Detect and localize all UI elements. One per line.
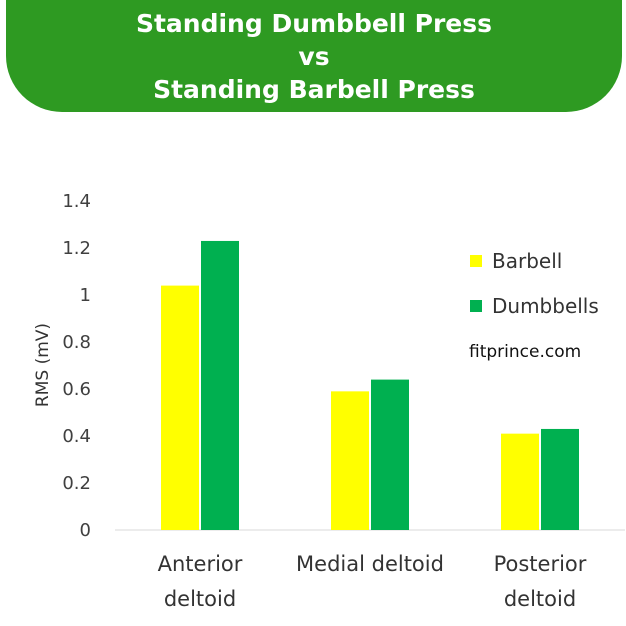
bar-barbell-1	[331, 391, 369, 530]
bar-dumbbells-1	[371, 379, 409, 530]
legend-label-dumbbells: Dumbbells	[492, 294, 599, 318]
legend-swatch-dumbbells	[470, 300, 482, 312]
watermark-text: fitprince.com	[469, 342, 582, 362]
y-tick-label: 0.6	[62, 379, 91, 400]
y-tick-label: 0	[80, 520, 91, 541]
category-label: Anterior deltoid	[158, 552, 243, 611]
title-banner: Standing Dumbbell Press vs Standing Barb…	[6, 0, 622, 112]
legend: Barbell Dumbbells	[470, 249, 599, 318]
title-line-1: Standing Dumbbell Press	[135, 8, 493, 38]
bar-dumbbells-0	[201, 240, 239, 530]
title-line-2: vs	[298, 41, 330, 71]
bars-group	[161, 240, 579, 530]
category-label: Medial deltoid	[296, 552, 444, 576]
y-tick-label: 0.4	[62, 426, 91, 447]
legend-label-barbell: Barbell	[492, 249, 562, 273]
category-label: Posterior deltoid	[494, 552, 587, 611]
bar-barbell-0	[161, 285, 199, 530]
y-tick-label: 0.2	[62, 473, 91, 494]
category-labels: Anterior deltoid Medial deltoid Posterior de…	[158, 552, 587, 611]
y-tick-label: 1.4	[62, 191, 91, 212]
y-tick-label: 1	[80, 285, 91, 306]
y-tick-label: 1.2	[62, 238, 91, 259]
y-axis-ticks: 0 0.2 0.4 0.6 0.8 1 1.2 1.4	[62, 191, 91, 541]
legend-swatch-barbell	[470, 255, 482, 267]
title-line-3: Standing Barbell Press	[153, 74, 475, 104]
bar-dumbbells-2	[541, 428, 579, 530]
y-tick-label: 0.8	[62, 332, 91, 353]
bar-barbell-2	[501, 433, 539, 530]
y-axis-label: RMS (mV)	[33, 323, 53, 407]
